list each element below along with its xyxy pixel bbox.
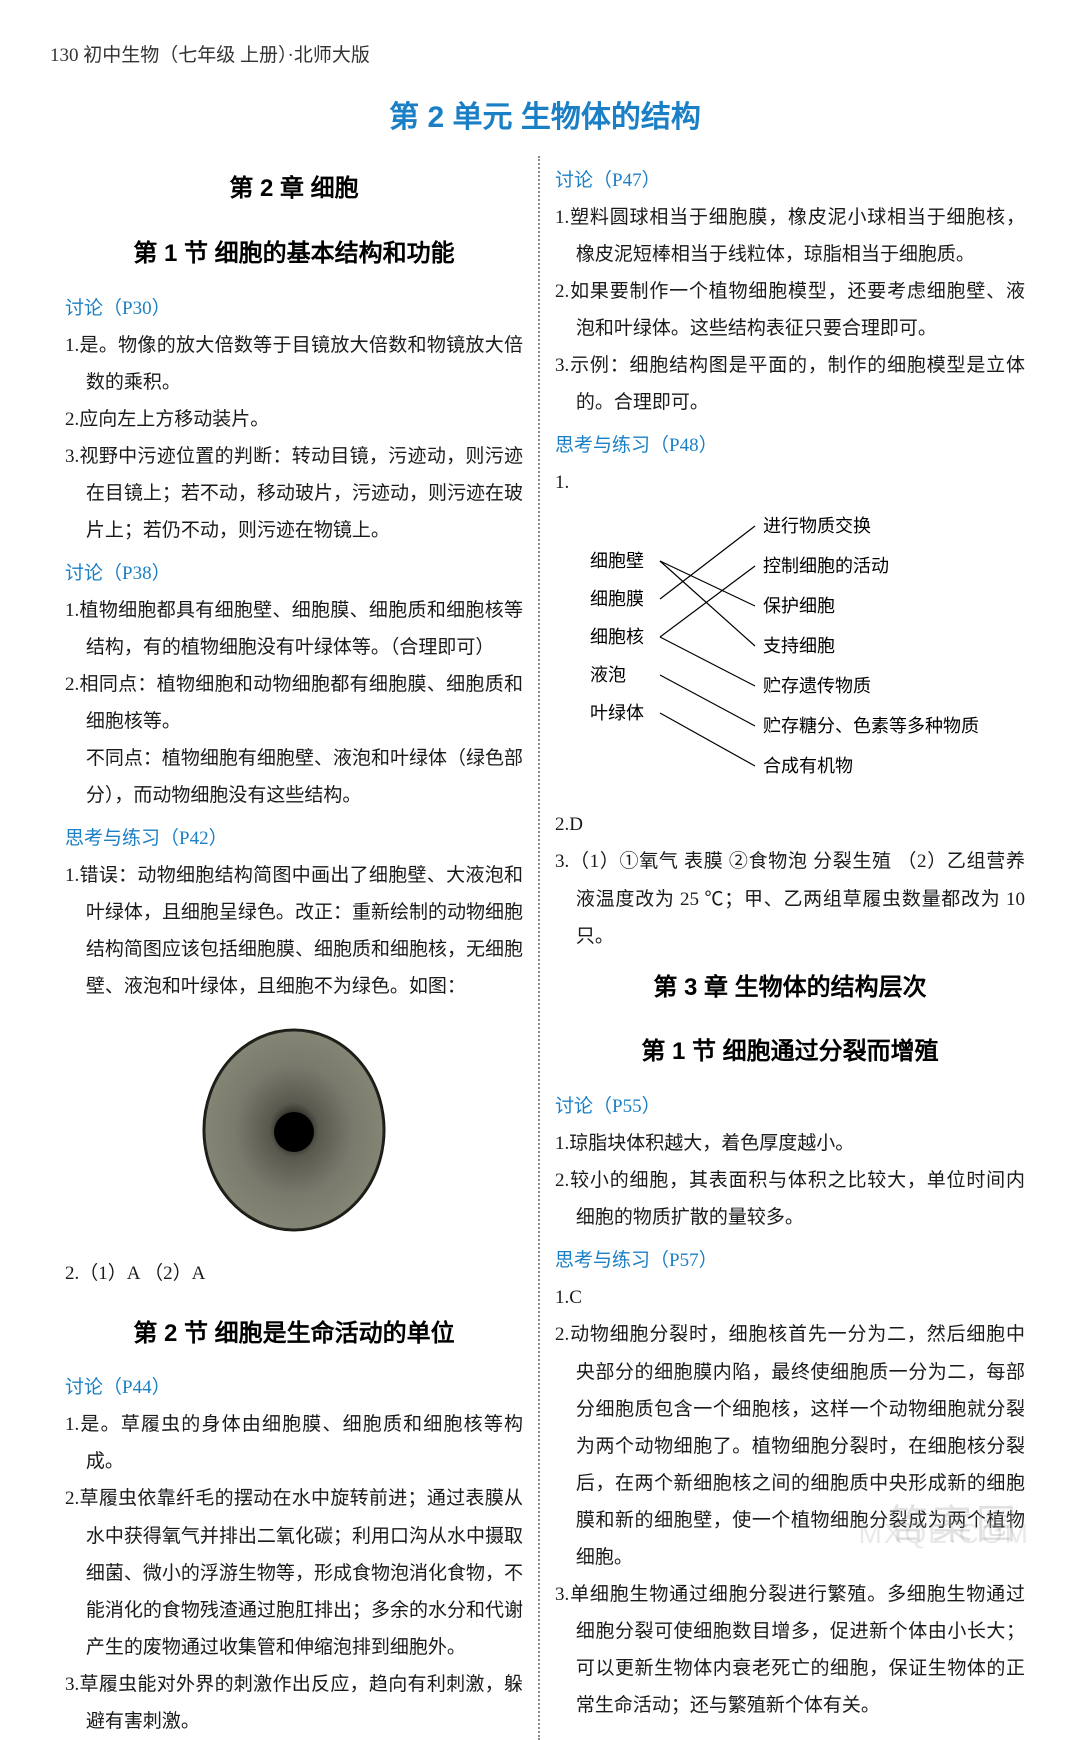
right-column: 讨论（P47） 1.塑料圆球相当于细胞膜，橡皮泥小球相当于细胞核，橡皮泥短棒相当… — [540, 156, 1040, 1740]
svg-text:保护细胞: 保护细胞 — [763, 596, 835, 616]
p47-item-1: 1.塑料圆球相当于细胞膜，橡皮泥小球相当于细胞核，橡皮泥短棒相当于线粒体，琼脂相… — [555, 199, 1025, 273]
p38-item-2: 2.相同点：植物细胞和动物细胞都有细胞膜、细胞质和细胞核等。 — [65, 666, 523, 740]
svg-text:叶绿体: 叶绿体 — [590, 703, 644, 723]
p44-item-1: 1.是。草履虫的身体由细胞膜、细胞质和细胞核等构成。 — [65, 1406, 523, 1480]
page-header: 130 初中生物（七年级 上册）·北师大版 — [50, 40, 1040, 67]
cell-diagram-image — [194, 1020, 394, 1240]
p44-item-2: 2.草履虫依靠纤毛的摆动在水中旋转前进；通过表膜从水中获得氧气并排出二氧化碳；利… — [65, 1480, 523, 1665]
p47-item-2: 2.如果要制作一个植物细胞模型，还要考虑细胞壁、液泡和叶绿体。这些结构表征只要合… — [555, 273, 1025, 347]
think-p57-label: 思考与练习（P57） — [555, 1242, 1025, 1279]
think-p48-label: 思考与练习（P48） — [555, 427, 1025, 464]
svg-text:细胞膜: 细胞膜 — [590, 589, 644, 609]
discuss-p44-label: 讨论（P44） — [65, 1369, 523, 1406]
section-3-1-title: 第 1 节 细胞通过分裂而增殖 — [555, 1029, 1025, 1076]
p30-item-3: 3.视野中污迹位置的判断：转动目镜，污迹动，则污迹在目镜上；若不动，移动玻片，污… — [65, 438, 523, 549]
p38-item-1: 1.植物细胞都具有细胞壁、细胞膜、细胞质和细胞核等结构，有的植物细胞没有叶绿体等… — [65, 592, 523, 666]
chapter-3-title: 第 3 章 生物体的结构层次 — [555, 965, 1025, 1012]
discuss-p55-label: 讨论（P55） — [555, 1088, 1025, 1125]
svg-text:控制细胞的活动: 控制细胞的活动 — [763, 556, 889, 576]
p57-item-1: 1.C — [555, 1279, 1025, 1316]
p55-item-1: 1.琼脂块体积越大，着色厚度越小。 — [555, 1125, 1025, 1162]
svg-text:进行物质交换: 进行物质交换 — [763, 516, 871, 536]
p42-item-1: 1.错误：动物细胞结构简图中画出了细胞壁、大液泡和叶绿体，且细胞呈绿色。改正：重… — [65, 857, 523, 1005]
svg-text:贮存遗传物质: 贮存遗传物质 — [763, 676, 871, 696]
left-column: 第 2 章 细胞 第 1 节 细胞的基本结构和功能 讨论（P30） 1.是。物像… — [50, 156, 540, 1740]
discuss-p47-label: 讨论（P47） — [555, 162, 1025, 199]
p48-item-2: 2.D — [555, 806, 1025, 843]
section-1-title: 第 1 节 细胞的基本结构和功能 — [65, 231, 523, 278]
matching-diagram: 细胞壁细胞膜细胞核液泡叶绿体 进行物质交换控制细胞的活动保护细胞支持细胞贮存遗传物… — [585, 506, 1015, 796]
svg-text:支持细胞: 支持细胞 — [763, 636, 835, 656]
think-p42-label: 思考与练习（P42） — [65, 820, 523, 857]
p44-item-3: 3.草履虫能对外界的刺激作出反应，趋向有利刺激，躲避有害刺激。 — [65, 1666, 523, 1740]
two-column-layout: 第 2 章 细胞 第 1 节 细胞的基本结构和功能 讨论（P30） 1.是。物像… — [50, 156, 1040, 1740]
p48-item-3: 3.（1）①氧气 表膜 ②食物泡 分裂生殖 （2）乙组营养液温度改为 25 ℃；… — [555, 843, 1025, 954]
p38-item-2b: 不同点：植物细胞有细胞壁、液泡和叶绿体（绿色部分），而动物细胞没有这些结构。 — [65, 740, 523, 814]
svg-text:贮存糖分、色素等多种物质: 贮存糖分、色素等多种物质 — [763, 716, 979, 736]
p30-item-2: 2.应向左上方移动装片。 — [65, 401, 523, 438]
p47-item-3: 3.示例：细胞结构图是平面的，制作的细胞模型是立体的。合理即可。 — [555, 347, 1025, 421]
p30-item-1: 1.是。物像的放大倍数等于目镜放大倍数和物镜放大倍数的乘积。 — [65, 327, 523, 401]
chapter-2-title: 第 2 章 细胞 — [65, 166, 523, 213]
p55-item-2: 2.较小的细胞，其表面积与体积之比较大，单位时间内细胞的物质扩散的量较多。 — [555, 1162, 1025, 1236]
p57-item-3: 3.单细胞生物通过细胞分裂进行繁殖。多细胞生物通过细胞分裂可使细胞数目增多，促进… — [555, 1576, 1025, 1724]
svg-text:液泡: 液泡 — [590, 665, 626, 685]
p57-item-2: 2.动物细胞分裂时，细胞核首先一分为二，然后细胞中央部分的细胞膜内陷，最终使细胞… — [555, 1316, 1025, 1575]
svg-text:细胞核: 细胞核 — [590, 627, 644, 647]
p42-item-2: 2.（1）A （2）A — [65, 1255, 523, 1292]
unit-title: 第 2 单元 生物体的结构 — [50, 92, 1040, 136]
svg-text:合成有机物: 合成有机物 — [763, 756, 853, 776]
svg-text:细胞壁: 细胞壁 — [590, 551, 644, 571]
discuss-p38-label: 讨论（P38） — [65, 555, 523, 592]
discuss-p30-label: 讨论（P30） — [65, 290, 523, 327]
p48-item-1: 1. — [555, 464, 1025, 501]
section-2-title: 第 2 节 细胞是生命活动的单位 — [65, 1311, 523, 1358]
